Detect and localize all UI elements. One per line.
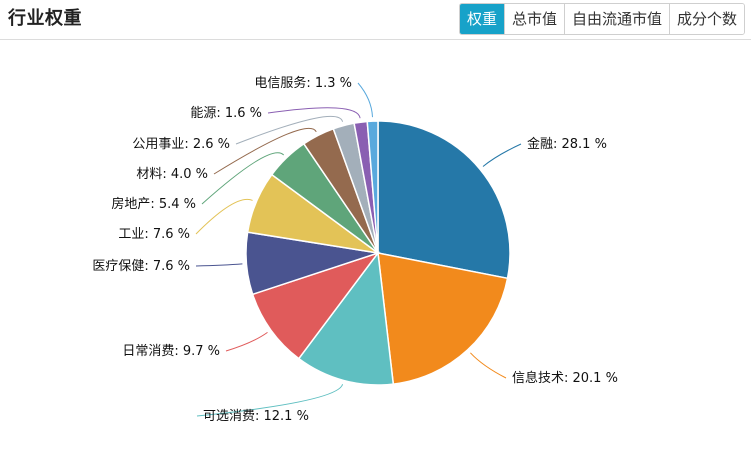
leader-line: [357, 82, 373, 118]
pie-slice[interactable]: [251, 251, 381, 360]
leader-line: [195, 263, 243, 267]
slice-label: 电信服务: 1.3 %: [254, 75, 352, 91]
slice-label: 工业: 7.6 %: [118, 227, 190, 242]
slice-label: 日常消费: 9.7 %: [122, 344, 220, 359]
pie-slice[interactable]: [297, 251, 395, 386]
pie-slice[interactable]: [377, 120, 511, 280]
leader-line: [201, 152, 285, 205]
header-bar: 行业权重 权重 总市值 自由流通市值 成分个数: [0, 0, 751, 40]
pie-slice[interactable]: [377, 252, 509, 385]
slice-label: 房地产: 5.4 %: [111, 196, 196, 212]
leader-line: [225, 331, 268, 352]
leader-line: [196, 384, 344, 417]
leader-line: [470, 352, 507, 379]
leader-line: [213, 127, 317, 175]
pie-slice[interactable]: [366, 120, 379, 254]
tab-weight[interactable]: 权重: [459, 4, 504, 34]
slice-label: 金融: 28.1 %: [527, 136, 607, 152]
slice-label: 能源: 1.6 %: [190, 106, 262, 121]
slice-label: 医疗保健: 7.6 %: [92, 259, 190, 274]
slice-label: 信息技术: 20.1 %: [512, 370, 618, 386]
slice-label: 公用事业: 2.6 %: [132, 137, 230, 152]
metric-tab-group: 权重 总市值 自由流通市值 成分个数: [458, 3, 745, 35]
slice-label: 可选消费: 12.1 %: [203, 409, 309, 424]
tab-constituent-count[interactable]: 成分个数: [668, 4, 744, 34]
industry-weight-pie-chart: 金融: 28.1 % 信息技术: 20.1 % 可选消费: 12.1 % 日常消费: …: [92, 75, 618, 424]
page-title: 行业权重: [8, 8, 82, 29]
tab-free-float-market-cap[interactable]: 自由流通市值: [563, 4, 669, 34]
tab-total-market-cap[interactable]: 总市值: [503, 4, 564, 34]
leader-line: [482, 143, 522, 167]
leader-line: [235, 115, 344, 145]
leader-line: [195, 198, 253, 235]
slice-label: 材料: 4.0 %: [136, 167, 208, 182]
leader-line: [267, 107, 361, 119]
